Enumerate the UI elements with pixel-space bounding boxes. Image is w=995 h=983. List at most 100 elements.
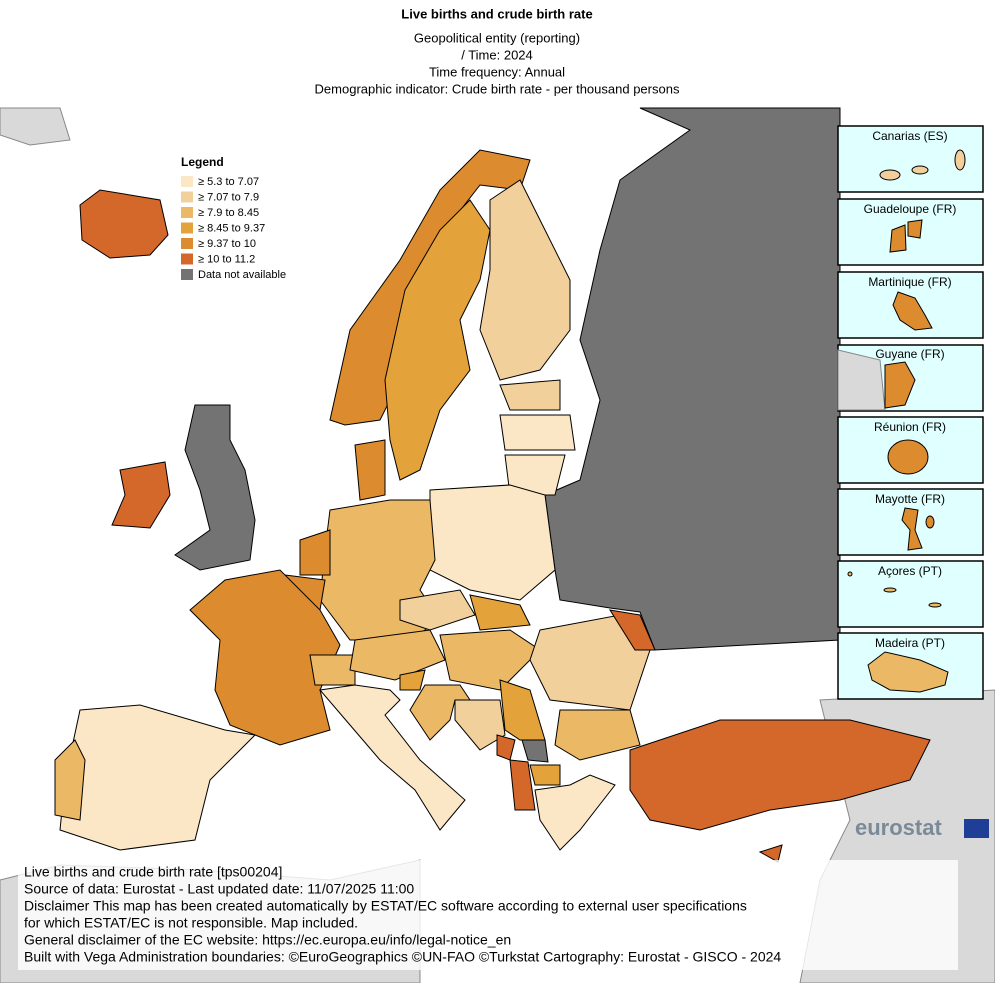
inset-shape <box>883 587 897 593</box>
netherlands <box>299 529 331 576</box>
inset: Martinique (FR) <box>837 271 984 339</box>
eu-flag <box>964 819 989 838</box>
inset-box <box>837 198 984 266</box>
inset-title: Guadeloupe (FR) <box>864 202 957 216</box>
inset-shape <box>928 602 942 608</box>
north-macedonia <box>529 764 561 786</box>
poland <box>429 484 556 601</box>
inset-title: Mayotte (FR) <box>875 492 945 506</box>
bulgaria <box>554 709 641 761</box>
legend: Legend ≥ 5.3 to 7.07 ≥ 7.07 to 7.9 ≥ 7.9 t… <box>181 155 286 281</box>
legend-label: Data not available <box>198 269 286 281</box>
greece <box>534 774 616 851</box>
hungary <box>439 629 541 691</box>
inset-title: Réunion (FR) <box>874 420 946 434</box>
legend-label: ≥ 7.07 to 7.9 <box>198 191 259 203</box>
moldova <box>608 609 656 651</box>
inset-shape <box>925 515 935 529</box>
uk <box>174 404 256 571</box>
footer-box <box>18 860 958 970</box>
footer-line: General disclaimer of the EC website: ht… <box>24 932 511 948</box>
inset-shape <box>954 149 966 171</box>
kosovo <box>521 739 549 763</box>
greenland <box>0 107 71 146</box>
lithuania <box>504 454 566 496</box>
inset-shape <box>847 571 853 577</box>
footer-line: for which ESTAT/EC is not responsible. M… <box>24 915 358 931</box>
denmark <box>354 439 386 501</box>
inset-title: Madeira (PT) <box>875 636 945 650</box>
inset-neighbor <box>837 349 886 411</box>
legend-title: Legend <box>181 155 224 169</box>
legend-label: ≥ 7.9 to 8.45 <box>198 207 259 219</box>
inset-shape <box>884 361 916 409</box>
inset-title: Açores (PT) <box>878 564 942 578</box>
inset-shape <box>901 507 923 551</box>
iceland <box>79 189 169 259</box>
non-eu-east <box>544 107 841 651</box>
inset: Açores (PT) <box>837 560 984 628</box>
inset-box <box>837 560 984 628</box>
inset: Mayotte (FR) <box>837 488 984 556</box>
footer-line: Disclaimer This map has been created aut… <box>24 898 747 914</box>
title: Live births and crude birth rate <box>401 6 592 21</box>
austria <box>349 629 446 681</box>
inset-shape <box>907 219 923 239</box>
inset-shape <box>867 651 949 693</box>
subtitle: Time frequency: Annual <box>429 64 565 79</box>
inset-shape <box>887 439 929 475</box>
turkiye <box>629 719 931 831</box>
insets: Canarias (ES) Guadeloupe (FR) Martinique… <box>837 125 984 700</box>
legend-swatch <box>181 269 193 280</box>
map-area <box>0 107 995 983</box>
inset: Canarias (ES) <box>837 125 984 193</box>
logo-text: eurostat <box>855 815 942 840</box>
ireland <box>111 461 171 529</box>
inset: Guadeloupe (FR) <box>837 198 984 266</box>
legend-label: ≥ 9.37 to 10 <box>198 238 256 250</box>
footer-line: Built with Vega Administration boundarie… <box>24 949 781 965</box>
inset-shape <box>889 224 907 253</box>
subtitle: Geopolitical entity (reporting) <box>414 30 580 45</box>
legend-swatch <box>181 238 193 249</box>
inset-title: Guyane (FR) <box>875 347 944 361</box>
inset: Guyane (FR) <box>837 344 984 412</box>
legend-swatch <box>181 207 193 218</box>
inset-shape <box>879 169 901 181</box>
slovakia <box>469 594 531 631</box>
legend-swatch <box>181 191 193 203</box>
legend-swatch <box>181 176 193 187</box>
subtitle: Demographic indicator: Crude birth rate … <box>315 81 680 96</box>
footer: Live births and crude birth rate [tps002… <box>24 864 781 965</box>
norway <box>329 149 531 426</box>
inset-title: Martinique (FR) <box>868 275 951 289</box>
legend-swatch <box>181 253 193 265</box>
czechia <box>399 589 476 631</box>
switzerland <box>309 654 356 686</box>
latvia <box>499 414 576 451</box>
logo: eurostat <box>855 815 989 840</box>
legend-label: ≥ 8.45 to 9.37 <box>198 222 265 234</box>
portugal <box>54 739 86 821</box>
footer-line: Source of data: Eurostat - Last updated … <box>24 881 414 897</box>
finland <box>479 179 571 381</box>
sweden <box>384 199 491 481</box>
footer-line: Live births and crude birth rate [tps002… <box>24 864 282 880</box>
inset-shape <box>911 165 929 175</box>
bosnia <box>454 699 506 751</box>
inset-shape <box>892 291 933 331</box>
inset-title: Canarias (ES) <box>872 129 947 143</box>
cyprus <box>758 844 783 863</box>
legend-swatch <box>181 222 193 234</box>
france <box>189 569 341 746</box>
legend-label: ≥ 10 to 11.2 <box>198 253 255 265</box>
inset: Madeira (PT) <box>837 632 984 700</box>
italy <box>319 684 466 831</box>
legend-label: ≥ 5.3 to 7.07 <box>198 176 259 188</box>
estonia <box>499 379 561 411</box>
croatia <box>409 684 471 741</box>
albania <box>509 759 536 811</box>
subtitle: / Time: 2024 <box>461 47 533 62</box>
inset: Réunion (FR) <box>837 416 984 484</box>
